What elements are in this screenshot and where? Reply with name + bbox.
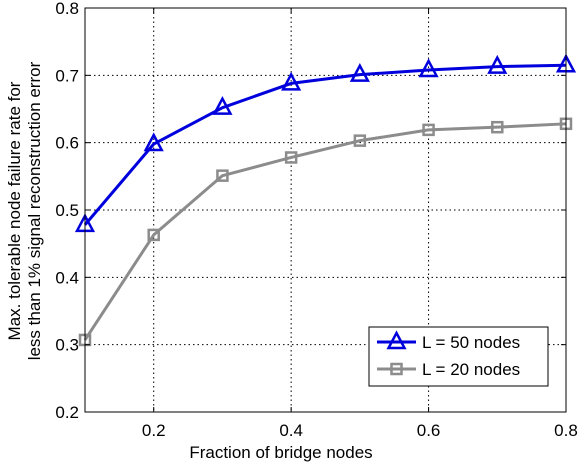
data-point-triangle bbox=[349, 63, 370, 82]
x-tick-label: 0.6 bbox=[417, 421, 441, 440]
series-layer bbox=[74, 53, 577, 347]
y-tick-label: 0.6 bbox=[55, 134, 79, 153]
data-point-square bbox=[284, 151, 298, 164]
axis-ticks bbox=[85, 7, 567, 413]
data-point-triangle bbox=[212, 95, 233, 115]
legend: L = 50 nodes L = 20 nodes bbox=[368, 326, 549, 387]
data-point-square bbox=[147, 228, 160, 242]
legend-label-l20: L = 20 nodes bbox=[422, 360, 520, 379]
y-axis-label-line1: Max. tolerable node failure rate for bbox=[5, 81, 24, 340]
data-point-square bbox=[216, 169, 229, 182]
y-axis-label-line2: less than 1% signal reconstruction error bbox=[25, 61, 44, 360]
series-line bbox=[83, 63, 567, 226]
legend-label-l50: L = 50 nodes bbox=[422, 333, 520, 352]
y-tick-label: 0.3 bbox=[55, 336, 79, 355]
x-tick-label: 0.8 bbox=[554, 421, 578, 440]
x-tick-label: 0.4 bbox=[279, 421, 303, 440]
data-point-triangle bbox=[143, 132, 164, 152]
series-l20 bbox=[78, 117, 573, 347]
series-l50 bbox=[74, 53, 577, 233]
data-point-square bbox=[491, 120, 504, 134]
data-point-triangle bbox=[418, 58, 439, 78]
y-tick-label: 0.7 bbox=[55, 66, 79, 85]
x-tick-label: 0.2 bbox=[142, 421, 166, 440]
y-tick-label: 0.8 bbox=[55, 0, 79, 18]
tick-labels: 0.2 0.4 0.6 0.8 0.2 0.3 0.4 0.5 0.6 0.7 0.8 bbox=[55, 0, 577, 440]
data-point-triangle bbox=[487, 54, 508, 74]
data-point-square bbox=[353, 134, 367, 147]
legend-marker-triangle-icon bbox=[386, 330, 407, 350]
y-tick-label: 0.2 bbox=[55, 403, 79, 422]
y-tick-label: 0.4 bbox=[55, 268, 79, 287]
y-tick-label: 0.5 bbox=[55, 201, 79, 220]
series-line bbox=[83, 122, 567, 341]
legend-marker-square-icon bbox=[390, 362, 403, 376]
data-point-square bbox=[422, 123, 435, 137]
data-point-triangle bbox=[281, 71, 302, 91]
x-axis-label: Fraction of bridge nodes bbox=[189, 443, 372, 462]
